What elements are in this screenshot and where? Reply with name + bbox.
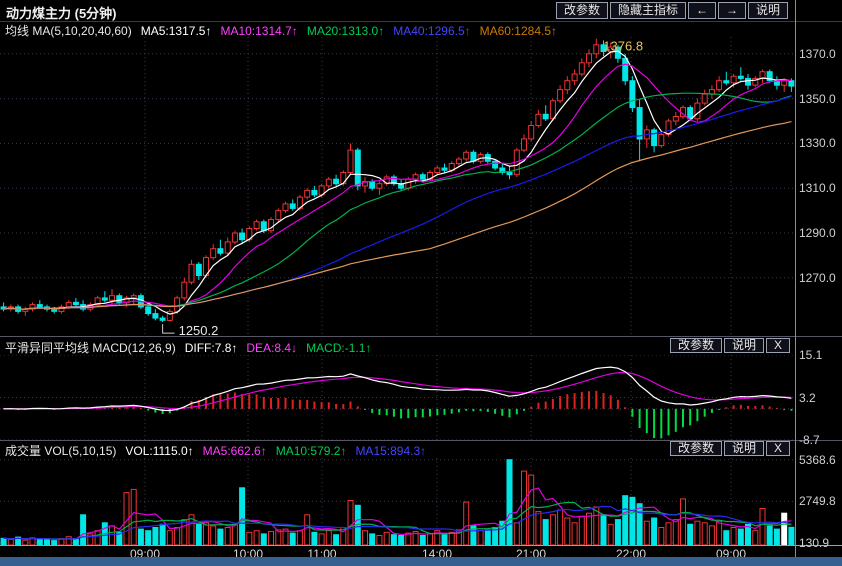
volume-buttons: 改参数 说明 X xyxy=(669,441,790,456)
readout-ma40: MA40:1296.5↑ xyxy=(393,24,471,38)
high-price-annotation: 1376.8 xyxy=(603,39,643,54)
macd-readouts: 平滑异同平均线 MACD(12,26,9) DIFF:7.8↑ DEA:8.4↓ MA… xyxy=(5,339,380,355)
axis-label: 1290.0 xyxy=(799,226,836,240)
readout-vol: VOL:1115.0↑ xyxy=(125,444,194,458)
help-button[interactable]: 说明 xyxy=(723,441,764,456)
help-button[interactable]: 说明 xyxy=(723,338,764,353)
macd-chart[interactable] xyxy=(0,355,795,440)
readout-ma10: MA10:579.2↑ xyxy=(275,444,347,458)
close-button[interactable]: X xyxy=(765,441,790,456)
main-candlestick-chart[interactable]: 1376.8 1250.2 xyxy=(0,37,795,336)
axis-label: 1310.0 xyxy=(799,181,836,196)
readout-ma15: MA15:894.3↑ xyxy=(355,444,427,458)
change-params-button[interactable]: 改参数 xyxy=(669,338,722,353)
bottom-status-band xyxy=(0,557,842,566)
axis-label: -8.7 xyxy=(799,433,820,447)
readout-ma5: MA5:1317.5↑ xyxy=(140,24,212,38)
readout-ma10: MA10:1314.7↑ xyxy=(220,24,298,38)
arrow-right-button[interactable]: → xyxy=(717,2,746,19)
axis-label: 1370.0 xyxy=(799,46,836,61)
readout-ma60: MA60:1284.5↑ xyxy=(479,24,558,38)
readout-dea: DEA:8.4↓ xyxy=(246,341,298,355)
axis-label: 1270.0 xyxy=(799,270,836,285)
time-axis-line xyxy=(0,545,842,546)
readout-vol-settings: 成交量 VOL(5,10,15) xyxy=(5,444,117,458)
low-price-annotation: 1250.2 xyxy=(179,323,219,336)
topbar-separator xyxy=(0,21,842,22)
axis-label: 2749.8 xyxy=(799,494,836,509)
readout-macd: MACD:-1.1↑ xyxy=(306,341,372,355)
instrument-title: 动力煤主力 (5分钟) xyxy=(6,6,117,21)
price-axis-border xyxy=(795,0,796,557)
readout-ma20: MA20:1313.0↑ xyxy=(306,24,385,38)
macd-buttons: 改参数 说明 X xyxy=(669,338,790,353)
volume-chart[interactable] xyxy=(0,458,795,545)
panel-separator xyxy=(0,336,842,337)
axis-label: 1350.0 xyxy=(799,91,836,106)
change-params-button[interactable]: 改参数 xyxy=(669,441,722,456)
topbar-buttons: 改参数 隐藏主指标 ← → 说明 xyxy=(555,2,788,19)
axis-label: 130.9 xyxy=(799,535,830,550)
change-params-button[interactable]: 改参数 xyxy=(555,2,608,19)
readout-diff: DIFF:7.8↑ xyxy=(184,341,238,355)
axis-label: 5368.6 xyxy=(799,452,836,467)
help-button[interactable]: 说明 xyxy=(747,2,788,19)
readout-ma5: MA5:662.6↑ xyxy=(202,444,267,458)
axis-label: 1330.0 xyxy=(799,136,836,151)
close-button[interactable]: X xyxy=(765,338,790,353)
arrow-left-button[interactable]: ← xyxy=(687,2,716,19)
volume-readouts: 成交量 VOL(5,10,15) VOL:1115.0↑ MA5:662.6↑ MA1… xyxy=(5,442,435,458)
readout-ma-settings: 均线 MA(5,10,20,40,60) xyxy=(5,24,132,38)
hide-main-indicator-button[interactable]: 隐藏主指标 xyxy=(609,2,686,19)
axis-label: 3.2 xyxy=(799,390,816,405)
readout-macd-settings: 平滑异同平均线 MACD(12,26,9) xyxy=(5,341,176,355)
axis-label: 15.1 xyxy=(799,348,823,362)
panel-separator xyxy=(0,440,842,441)
main-ma-readouts: 均线 MA(5,10,20,40,60) MA5:1317.5↑ MA10:1314… xyxy=(5,22,566,38)
topbar: 动力煤主力 (5分钟) 改参数 隐藏主指标 ← → 说明 xyxy=(0,0,842,22)
